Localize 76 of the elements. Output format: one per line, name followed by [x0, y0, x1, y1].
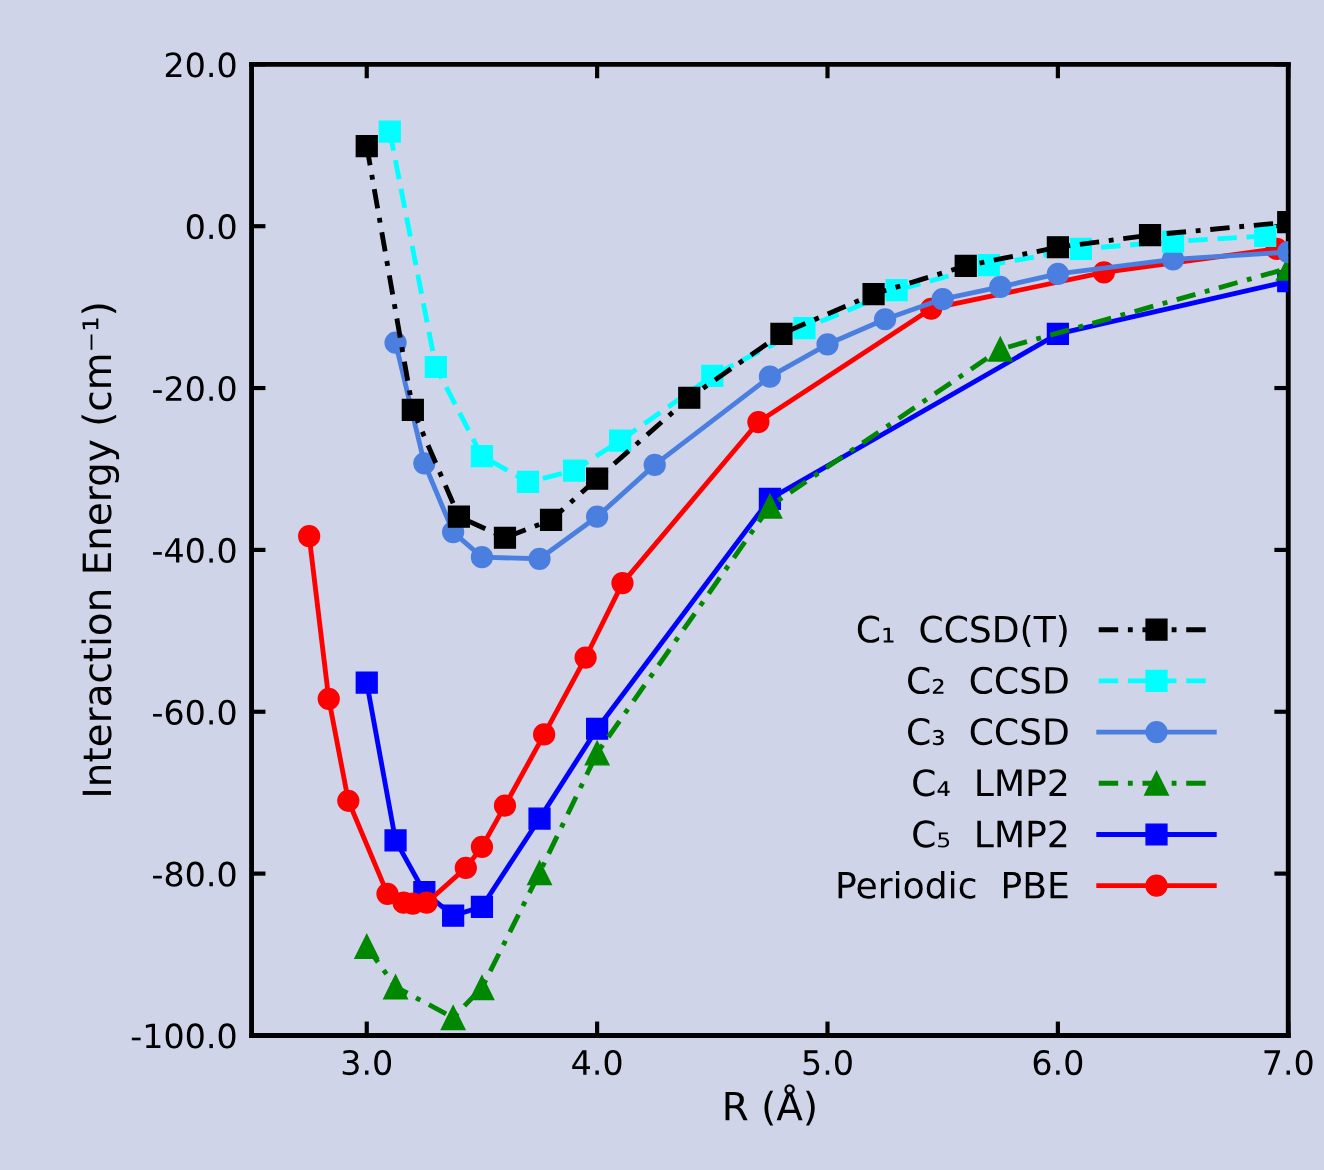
legend-label: C₁ CCSD(T) [857, 614, 1067, 648]
legend-label: C₅ LMP2 [913, 820, 1067, 848]
y-tick-label: 0.0 [186, 214, 236, 240]
point [424, 355, 447, 379]
point [584, 740, 610, 766]
point [493, 526, 517, 549]
point [931, 287, 954, 311]
x-tick-label: 4.0 [572, 1049, 622, 1076]
point [384, 829, 407, 852]
point [354, 933, 380, 959]
x-tick-label: 5.0 [803, 1049, 852, 1076]
point [873, 308, 897, 331]
point [355, 671, 378, 694]
point [574, 646, 597, 669]
point [527, 860, 553, 886]
y-tick-label: -40.0 [153, 537, 236, 564]
point [470, 895, 494, 918]
point [1046, 236, 1069, 259]
point [413, 452, 436, 475]
point [747, 410, 770, 434]
legend-label: C₄ LMP2 [913, 769, 1067, 797]
legend-label: C₃ CCSD [908, 717, 1068, 746]
y-tick-label: -100.0 [131, 1023, 236, 1049]
point [355, 134, 378, 158]
point [643, 453, 666, 477]
y-tick-label: 20.0 [165, 52, 236, 78]
legend-label: Periodic PBE [838, 870, 1068, 899]
point [862, 283, 885, 306]
y-axis-title: Interaction Energy (cm⁻¹) [81, 304, 120, 795]
point [447, 505, 471, 528]
point [758, 365, 782, 388]
point [987, 336, 1013, 362]
y-tick-label: -20.0 [153, 375, 236, 402]
x-tick-label: 6.0 [1033, 1049, 1083, 1076]
point [401, 398, 424, 422]
y-tick-label: -60.0 [153, 699, 236, 725]
point [469, 975, 495, 1001]
point [1046, 262, 1069, 286]
point [989, 275, 1012, 299]
point [885, 279, 908, 302]
point [586, 717, 609, 740]
point [533, 723, 556, 746]
x-axis-title: R (Å) [725, 1084, 815, 1126]
point [528, 547, 551, 570]
legend-label: C₂ CCSD [908, 666, 1068, 695]
y-tick-label: -80.0 [153, 861, 236, 887]
point [442, 904, 465, 927]
point [770, 322, 793, 345]
point [454, 856, 477, 880]
point [816, 333, 839, 356]
point [516, 470, 540, 494]
point [470, 546, 494, 569]
x-tick-label: 7.0 [1264, 1049, 1313, 1076]
point [493, 794, 517, 817]
point [470, 444, 494, 468]
point [376, 882, 399, 905]
point [317, 687, 340, 710]
point [954, 254, 977, 277]
point [1254, 224, 1277, 248]
point [470, 835, 494, 859]
point [383, 974, 409, 1000]
point [539, 508, 563, 532]
point [440, 1005, 466, 1031]
point [586, 505, 609, 528]
point [757, 493, 783, 519]
x-tick-label: 3.0 [342, 1049, 392, 1076]
point [1138, 223, 1162, 247]
point [378, 120, 401, 143]
point [586, 467, 609, 490]
point [562, 459, 586, 482]
point [611, 571, 634, 595]
point [298, 525, 321, 548]
point [678, 386, 701, 409]
point [528, 807, 551, 830]
point [609, 429, 632, 452]
point [337, 789, 360, 812]
